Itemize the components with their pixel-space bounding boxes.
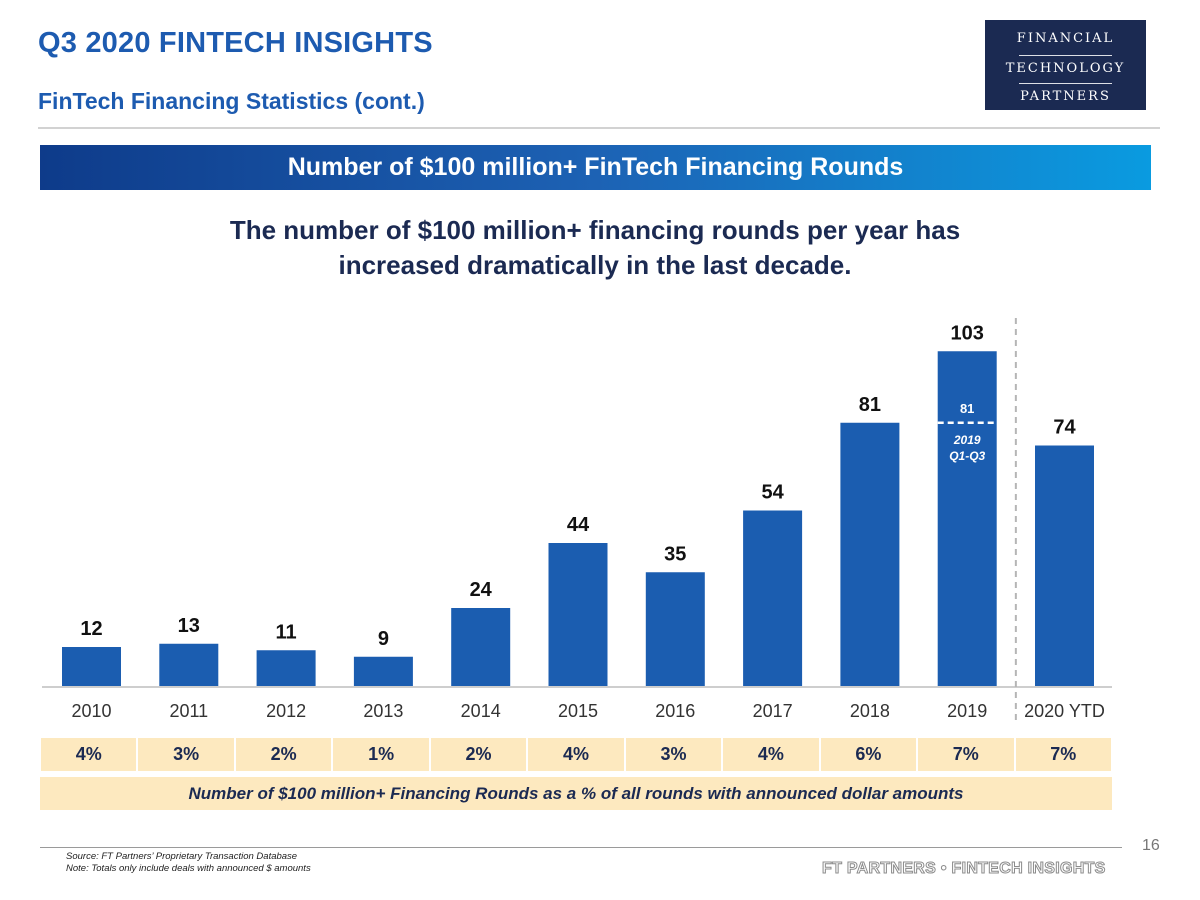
x-tick-label: 2020 YTD (1024, 701, 1105, 721)
x-tick-label: 2013 (363, 701, 403, 721)
percent-cell: 2% (430, 738, 527, 771)
x-tick-label: 2016 (655, 701, 695, 721)
headline-line-1: The number of $100 million+ financing ro… (229, 215, 961, 245)
x-tick-label: 2018 (850, 701, 890, 721)
data-label: 9 (378, 628, 389, 650)
logo-rule-1 (1019, 55, 1112, 56)
bar-2016 (645, 572, 705, 686)
x-tick-label: 2011 (169, 701, 208, 721)
data-label: 13 (178, 615, 200, 637)
x-tick-label: 2014 (461, 701, 501, 721)
percent-cell: 3% (625, 738, 722, 771)
percent-caption: Number of $100 million+ Financing Rounds… (40, 777, 1112, 810)
source-notes: Source: FT Partners’ Proprietary Transac… (66, 851, 311, 875)
data-label: 103 (951, 322, 984, 344)
data-label: 81 (859, 394, 881, 416)
percent-cell: 4% (723, 738, 819, 771)
data-label: 35 (664, 543, 686, 565)
headline: The number of $100 million+ financing ro… (150, 213, 1040, 283)
logo-line-1: FINANCIAL (1016, 31, 1115, 46)
bar-2017 (743, 510, 803, 686)
x-tick-label: 2019 (947, 701, 987, 721)
data-label: 74 (1053, 417, 1076, 439)
percent-cell: 4% (528, 738, 624, 771)
percent-cell: 6% (820, 738, 917, 771)
percent-cell: 2% (235, 738, 332, 771)
page-number: 16 (1142, 837, 1160, 854)
bar-2013 (353, 656, 413, 686)
bar-2018 (840, 422, 900, 686)
bar-2019 (937, 351, 997, 686)
x-tick-label: 2010 (71, 701, 111, 721)
logo-rule-2 (1019, 83, 1112, 84)
x-tick-label: 2017 (753, 701, 793, 721)
source-text: Source: FT Partners’ Proprietary Transac… (66, 851, 298, 862)
x-tick-label: 2015 (558, 701, 598, 721)
data-label: 24 (470, 579, 493, 601)
logo-line-2: TECHNOLOGY (1005, 61, 1126, 76)
page-subtitle: FinTech Financing Statistics (cont.) (38, 88, 425, 114)
bar-2010 (62, 647, 121, 686)
footer-brand: FT PARTNERS • FINTECH INSIGHTS (822, 860, 1106, 878)
percent-cell: 4% (41, 738, 137, 771)
section-banner: Number of $100 million+ FinTech Financin… (40, 145, 1151, 190)
x-tick-label: 2012 (266, 701, 306, 721)
note-text: Note: Totals only include deals with ann… (66, 863, 311, 874)
percent-cell: 1% (333, 738, 429, 771)
footer-divider (40, 847, 1122, 848)
annotation-label-year: 2019 (953, 433, 981, 447)
annotation-value-label: 81 (960, 401, 974, 416)
bar-2011 (159, 643, 219, 686)
data-label: 44 (567, 514, 590, 536)
bar-2020-ytd (1035, 445, 1094, 686)
ft-partners-logo: FINANCIAL TECHNOLOGY PARTNERS (985, 20, 1146, 110)
bar-2015 (548, 543, 608, 686)
annotation-label-period: Q1-Q3 (949, 449, 985, 463)
percent-cell: 3% (138, 738, 234, 771)
percent-cell: 7% (1015, 738, 1111, 771)
data-label: 11 (276, 621, 297, 643)
data-label: 54 (761, 482, 784, 504)
logo-line-3: PARTNERS (1020, 89, 1111, 104)
data-label: 12 (80, 618, 102, 640)
bar-2014 (451, 608, 511, 686)
headline-line-2: increased dramatically in the last decad… (338, 250, 852, 280)
page-title: Q3 2020 FINTECH INSIGHTS (38, 27, 433, 59)
percent-cell: 7% (918, 738, 1014, 771)
percent-row: 4% 3% 2% 1% 2% 4% 3% 4% 6% 7% 7% (40, 738, 1112, 771)
header-divider (38, 127, 1160, 129)
bar-2012 (256, 650, 316, 686)
